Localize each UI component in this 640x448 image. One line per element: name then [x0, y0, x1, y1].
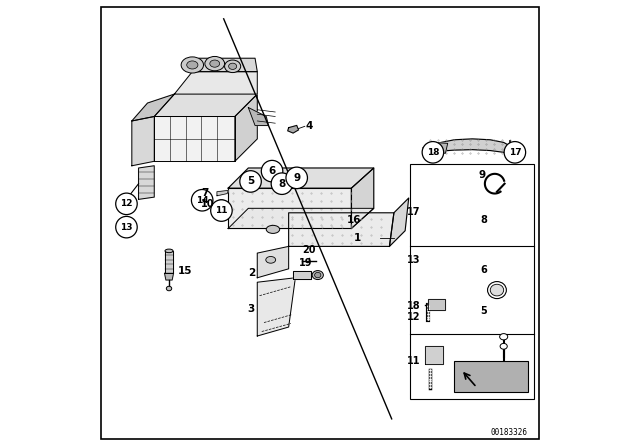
- Circle shape: [211, 200, 232, 221]
- Text: 5: 5: [481, 306, 487, 316]
- Polygon shape: [165, 251, 173, 273]
- Text: 6: 6: [481, 265, 487, 275]
- Text: 19: 19: [299, 258, 312, 268]
- Text: 7: 7: [202, 188, 209, 198]
- Text: 10: 10: [202, 199, 215, 209]
- Text: 18: 18: [407, 301, 421, 310]
- Polygon shape: [257, 246, 289, 278]
- Polygon shape: [428, 299, 445, 310]
- Text: 16: 16: [347, 215, 361, 224]
- Polygon shape: [132, 94, 174, 121]
- Ellipse shape: [500, 343, 508, 349]
- Ellipse shape: [228, 63, 237, 69]
- Circle shape: [422, 142, 444, 163]
- Polygon shape: [423, 139, 512, 155]
- Text: 13: 13: [407, 255, 421, 265]
- Ellipse shape: [315, 272, 321, 278]
- Ellipse shape: [216, 200, 227, 208]
- Polygon shape: [389, 198, 409, 246]
- Text: 9: 9: [479, 170, 486, 180]
- FancyBboxPatch shape: [454, 361, 529, 392]
- Text: 3: 3: [248, 304, 255, 314]
- Ellipse shape: [181, 57, 204, 73]
- Text: 2: 2: [248, 268, 255, 278]
- Ellipse shape: [225, 60, 241, 73]
- Polygon shape: [257, 278, 296, 336]
- Text: 8: 8: [278, 179, 285, 189]
- Polygon shape: [289, 213, 394, 246]
- Ellipse shape: [205, 56, 225, 71]
- Ellipse shape: [312, 271, 323, 280]
- Polygon shape: [293, 271, 311, 279]
- Text: 11: 11: [407, 356, 421, 366]
- Polygon shape: [430, 142, 448, 153]
- Circle shape: [504, 142, 525, 163]
- Text: 13: 13: [120, 223, 132, 232]
- Text: 6: 6: [268, 166, 276, 176]
- Ellipse shape: [488, 282, 506, 298]
- Polygon shape: [228, 168, 374, 188]
- Text: 15: 15: [178, 266, 193, 276]
- Text: 00183326: 00183326: [490, 428, 527, 437]
- Circle shape: [116, 193, 137, 215]
- Ellipse shape: [266, 256, 276, 263]
- Ellipse shape: [490, 284, 504, 296]
- Polygon shape: [248, 108, 269, 125]
- Polygon shape: [139, 166, 154, 199]
- Circle shape: [261, 160, 283, 182]
- Text: 4: 4: [306, 121, 313, 131]
- Circle shape: [191, 190, 213, 211]
- Circle shape: [271, 173, 292, 194]
- Ellipse shape: [166, 286, 172, 291]
- Polygon shape: [154, 116, 235, 161]
- Ellipse shape: [500, 334, 508, 340]
- Polygon shape: [228, 208, 374, 228]
- Ellipse shape: [187, 61, 198, 69]
- Text: 17: 17: [509, 148, 521, 157]
- Polygon shape: [288, 125, 298, 133]
- Text: 12: 12: [407, 312, 421, 322]
- Text: 18: 18: [427, 148, 439, 157]
- Ellipse shape: [210, 60, 220, 67]
- Polygon shape: [228, 188, 351, 228]
- Polygon shape: [154, 94, 257, 116]
- Polygon shape: [174, 72, 257, 94]
- Polygon shape: [425, 346, 443, 364]
- Bar: [410, 164, 534, 399]
- Polygon shape: [351, 168, 374, 228]
- Text: 9: 9: [293, 173, 300, 183]
- Text: 20: 20: [302, 246, 316, 255]
- Circle shape: [116, 216, 137, 238]
- Polygon shape: [192, 58, 257, 72]
- Polygon shape: [164, 273, 173, 280]
- Ellipse shape: [266, 225, 280, 233]
- Circle shape: [286, 167, 307, 189]
- Text: 17: 17: [407, 207, 421, 217]
- Text: 12: 12: [120, 199, 132, 208]
- Polygon shape: [132, 116, 154, 166]
- Text: 1: 1: [354, 233, 361, 243]
- Circle shape: [240, 171, 261, 192]
- Polygon shape: [217, 190, 228, 196]
- Polygon shape: [235, 94, 257, 161]
- Text: 8: 8: [480, 215, 487, 224]
- Ellipse shape: [165, 249, 173, 253]
- Text: 14: 14: [196, 196, 209, 205]
- Text: 5: 5: [247, 177, 254, 186]
- Text: 11: 11: [215, 206, 228, 215]
